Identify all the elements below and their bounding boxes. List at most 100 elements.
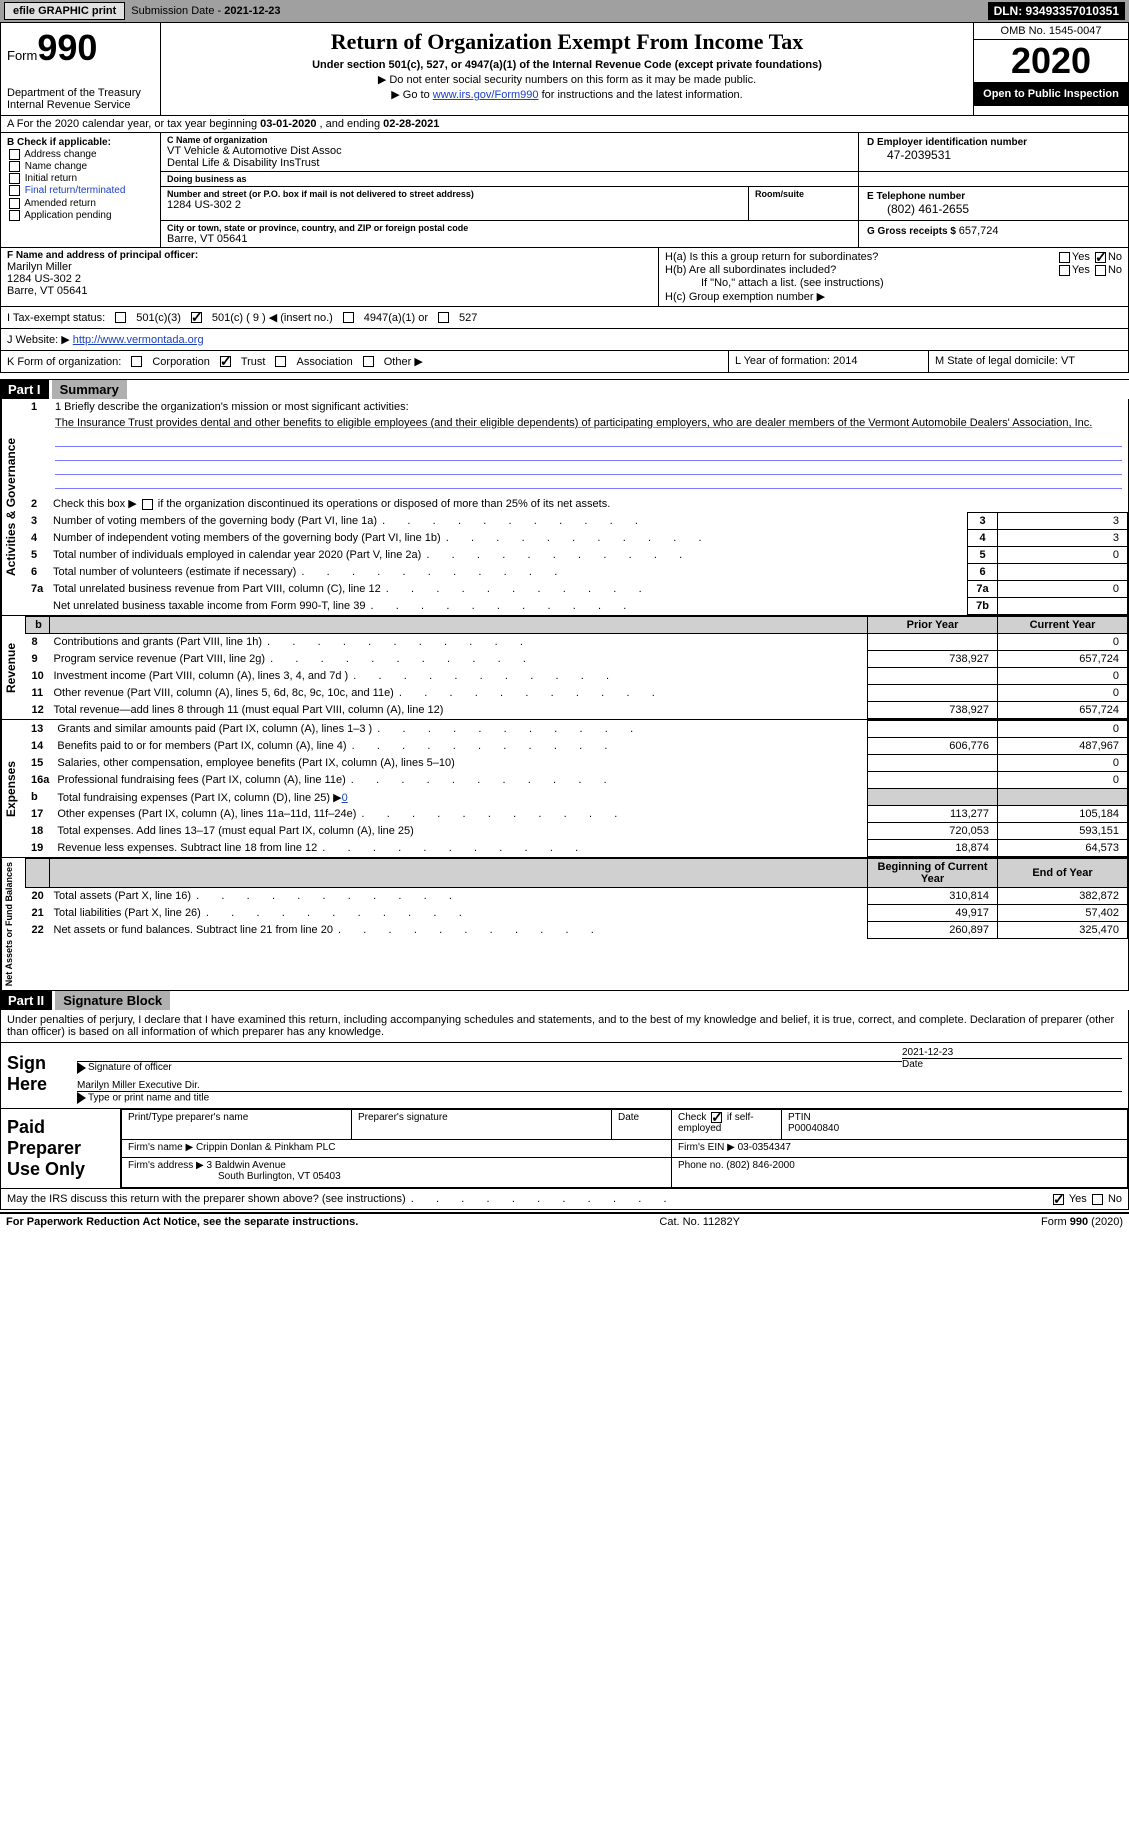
city-value: Barre, VT 05641 bbox=[167, 233, 852, 245]
prep-name-hdr: Print/Type preparer's name bbox=[122, 1110, 352, 1140]
tax-year: 2020 bbox=[974, 40, 1128, 82]
dln-label: DLN: 93493357010351 bbox=[988, 2, 1125, 20]
chk-trust[interactable] bbox=[220, 356, 231, 367]
triangle-icon bbox=[77, 1062, 86, 1074]
p12: 738,927 bbox=[868, 702, 998, 719]
chk-other[interactable] bbox=[363, 356, 374, 367]
line21: Total liabilities (Part X, line 26) bbox=[50, 905, 868, 922]
p8 bbox=[868, 634, 998, 651]
sig-date: 2021-12-23 bbox=[902, 1047, 1122, 1058]
p19: 18,874 bbox=[868, 840, 998, 857]
c11: 0 bbox=[998, 685, 1128, 702]
p18: 720,053 bbox=[868, 823, 998, 840]
chk-527[interactable] bbox=[438, 312, 449, 323]
year-formation: L Year of formation: 2014 bbox=[728, 351, 928, 372]
line8: Contributions and grants (Part VIII, lin… bbox=[50, 634, 868, 651]
hb-yes[interactable] bbox=[1059, 265, 1070, 276]
dba-label: Doing business as bbox=[167, 174, 852, 184]
city-label: City or town, state or province, country… bbox=[167, 223, 852, 233]
line17: Other expenses (Part IX, column (A), lin… bbox=[53, 806, 867, 823]
ha-yes[interactable] bbox=[1059, 252, 1070, 263]
paid-preparer-label: Paid Preparer Use Only bbox=[1, 1109, 121, 1188]
prep-self-emp: Check if self-employed bbox=[672, 1110, 782, 1140]
chk-final-return[interactable] bbox=[9, 185, 20, 196]
line5: Total number of individuals employed in … bbox=[49, 547, 968, 564]
chk-4947[interactable] bbox=[343, 312, 354, 323]
c20: 382,872 bbox=[998, 888, 1128, 905]
line16a: Professional fundraising fees (Part IX, … bbox=[53, 772, 867, 789]
chk-pending[interactable] bbox=[9, 210, 20, 221]
val3: 3 bbox=[998, 513, 1128, 530]
p20: 310,814 bbox=[868, 888, 998, 905]
officer-city: Barre, VT 05641 bbox=[7, 285, 652, 297]
prep-date-hdr: Date bbox=[612, 1110, 672, 1140]
footer-left: For Paperwork Reduction Act Notice, see … bbox=[6, 1216, 358, 1228]
chk-amended[interactable] bbox=[9, 198, 20, 209]
tax-year-range: A For the 2020 calendar year, or tax yea… bbox=[0, 116, 1129, 133]
p9: 738,927 bbox=[868, 651, 998, 668]
line3: Number of voting members of the governin… bbox=[49, 513, 968, 530]
h-b-label: H(b) Are all subordinates included? bbox=[665, 264, 1057, 276]
p17: 113,277 bbox=[868, 806, 998, 823]
hdr-begin: Beginning of Current Year bbox=[868, 859, 998, 888]
officer-label: F Name and address of principal officer: bbox=[7, 250, 652, 261]
val5: 0 bbox=[998, 547, 1128, 564]
room-label: Room/suite bbox=[755, 189, 852, 199]
ha-no[interactable] bbox=[1095, 252, 1106, 263]
c9: 657,724 bbox=[998, 651, 1128, 668]
c12: 657,724 bbox=[998, 702, 1128, 719]
line20: Total assets (Part X, line 16) bbox=[50, 888, 868, 905]
irs-link[interactable]: www.irs.gov/Form990 bbox=[433, 89, 539, 101]
discuss-no[interactable] bbox=[1092, 1194, 1103, 1205]
k-label: K Form of organization: bbox=[7, 356, 121, 368]
declaration-text: Under penalties of perjury, I declare th… bbox=[0, 1010, 1129, 1043]
website-link[interactable]: http://www.vermontada.org bbox=[73, 334, 204, 346]
val7a: 0 bbox=[998, 581, 1128, 598]
note-link: ▶ Go to www.irs.gov/Form990 for instruct… bbox=[169, 88, 965, 101]
gross-receipts-value: 657,724 bbox=[959, 225, 999, 237]
p11 bbox=[868, 685, 998, 702]
officer-addr: 1284 US-302 2 bbox=[7, 273, 652, 285]
p13 bbox=[868, 721, 998, 738]
gross-receipts-label: G Gross receipts $ bbox=[867, 226, 959, 237]
c13: 0 bbox=[998, 721, 1128, 738]
discuss-yes[interactable] bbox=[1053, 1194, 1064, 1205]
subtitle: Under section 501(c), 527, or 4947(a)(1)… bbox=[169, 59, 965, 71]
line14: Benefits paid to or for members (Part IX… bbox=[53, 738, 867, 755]
side-net-assets: Net Assets or Fund Balances bbox=[1, 858, 25, 990]
state-domicile: M State of legal domicile: VT bbox=[928, 351, 1128, 372]
chk-self-employed[interactable] bbox=[711, 1112, 722, 1123]
line15: Salaries, other compensation, employee b… bbox=[53, 755, 867, 772]
hb-no[interactable] bbox=[1095, 265, 1106, 276]
chk-corp[interactable] bbox=[131, 356, 142, 367]
org-name: VT Vehicle & Automotive Dist Assoc Denta… bbox=[167, 145, 852, 169]
chk-501c[interactable] bbox=[191, 312, 202, 323]
chk-name-change[interactable] bbox=[9, 161, 20, 172]
note-ssn: ▶ Do not enter social security numbers o… bbox=[169, 73, 965, 86]
footer-cat: Cat. No. 11282Y bbox=[659, 1216, 740, 1228]
line16b: Total fundraising expenses (Part IX, col… bbox=[53, 789, 867, 806]
part1-title: Summary bbox=[52, 380, 127, 399]
line19: Revenue less expenses. Subtract line 18 … bbox=[53, 840, 867, 857]
part2-title: Signature Block bbox=[55, 991, 170, 1010]
line18: Total expenses. Add lines 13–17 (must eq… bbox=[53, 823, 867, 840]
chk-501c3[interactable] bbox=[115, 312, 126, 323]
line4: Number of independent voting members of … bbox=[49, 530, 968, 547]
c22: 325,470 bbox=[998, 922, 1128, 939]
p14: 606,776 bbox=[868, 738, 998, 755]
line22: Net assets or fund balances. Subtract li… bbox=[50, 922, 868, 939]
chk-initial-return[interactable] bbox=[9, 173, 20, 184]
p22: 260,897 bbox=[868, 922, 998, 939]
p21: 49,917 bbox=[868, 905, 998, 922]
mission-blank-lines bbox=[55, 433, 1122, 489]
chk-assoc[interactable] bbox=[275, 356, 286, 367]
h-c-label: H(c) Group exemption number ▶ bbox=[665, 290, 1122, 303]
firm-phone: Phone no. (802) 846-2000 bbox=[672, 1158, 1128, 1188]
mission-text: The Insurance Trust provides dental and … bbox=[55, 417, 1122, 429]
chk-discontinued[interactable] bbox=[142, 499, 153, 510]
chk-address-change[interactable] bbox=[9, 149, 20, 160]
efile-print-button[interactable]: efile GRAPHIC print bbox=[4, 2, 125, 20]
h-b-note: If "No," attach a list. (see instruction… bbox=[665, 277, 1122, 289]
type-name-label: Type or print name and title bbox=[88, 1093, 209, 1104]
c14: 487,967 bbox=[998, 738, 1128, 755]
